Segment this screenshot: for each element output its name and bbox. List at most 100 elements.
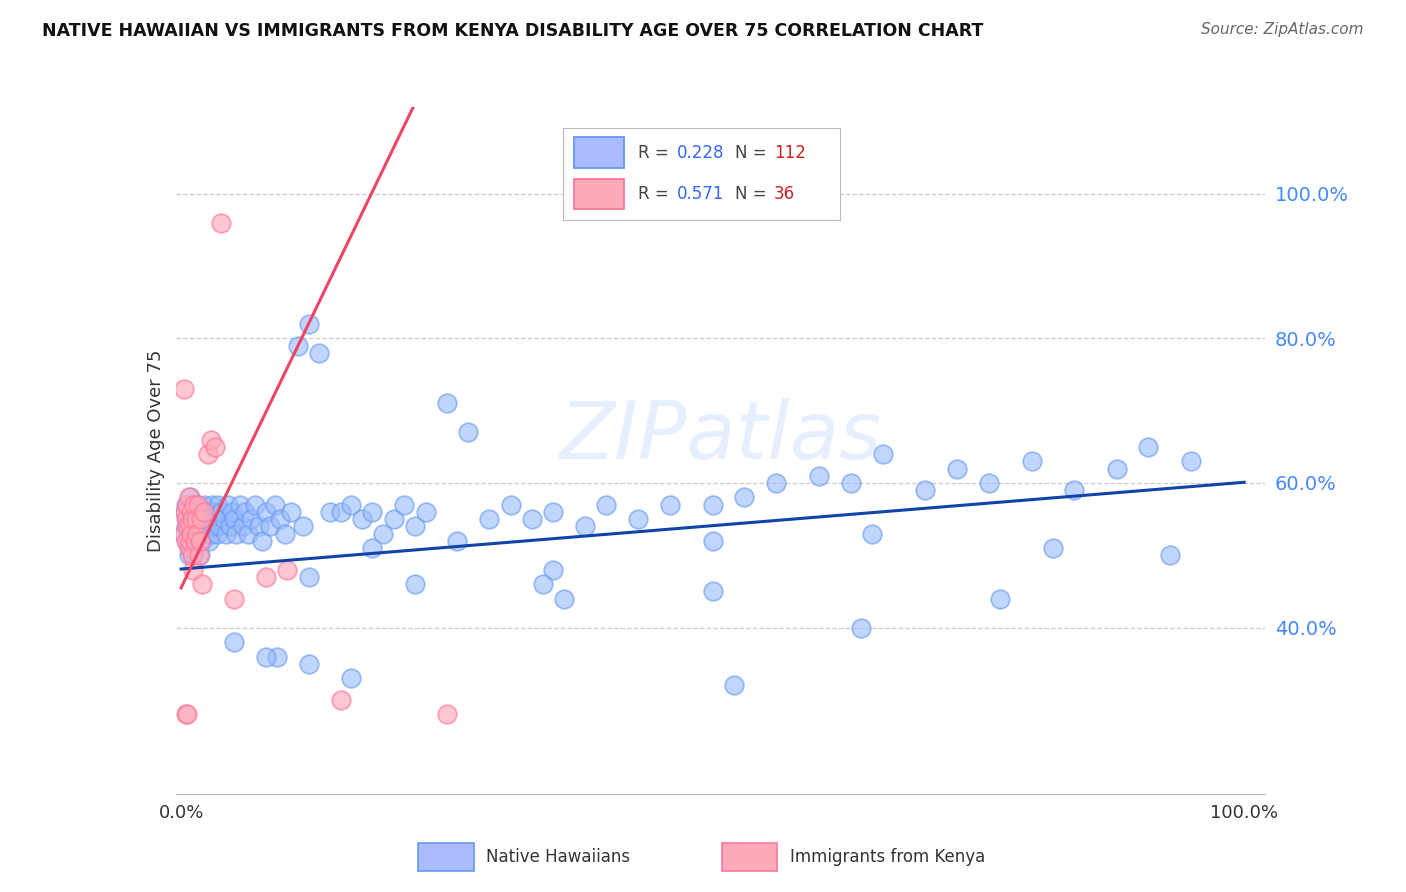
Point: [201, 519, 224, 533]
Point: [176, 707, 198, 722]
Point: [197, 533, 219, 548]
Point: [298, 570, 321, 584]
Point: [250, 533, 273, 548]
Point: [287, 338, 309, 352]
Point: [946, 461, 969, 475]
Point: [340, 671, 363, 685]
Point: [208, 519, 231, 533]
Point: [176, 533, 198, 548]
Text: N =: N =: [735, 186, 772, 203]
Point: [263, 498, 285, 512]
Point: [187, 498, 209, 512]
Point: [179, 533, 201, 548]
Point: [191, 533, 214, 548]
Point: [181, 549, 204, 563]
Point: [188, 549, 211, 563]
Point: [274, 526, 297, 541]
Point: [723, 678, 745, 692]
Point: [977, 475, 1000, 490]
Point: [176, 512, 198, 526]
FancyBboxPatch shape: [574, 178, 624, 210]
Point: [180, 533, 202, 548]
Point: [436, 707, 458, 722]
Point: [329, 505, 352, 519]
Point: [541, 563, 564, 577]
Point: [188, 533, 211, 548]
Point: [247, 519, 270, 533]
Point: [176, 519, 198, 533]
Point: [215, 526, 238, 541]
Point: [176, 533, 198, 548]
Point: [180, 512, 202, 526]
Point: [211, 216, 233, 230]
Point: [186, 533, 208, 548]
Point: [1105, 461, 1128, 475]
Point: [350, 512, 373, 526]
Point: [404, 577, 426, 591]
Point: [765, 475, 787, 490]
Point: [394, 498, 416, 512]
Point: [574, 519, 596, 533]
Point: [531, 577, 554, 591]
Point: [180, 498, 202, 512]
Point: [197, 505, 219, 519]
Point: [595, 498, 617, 512]
Point: [1063, 483, 1085, 498]
Point: [194, 526, 217, 541]
Point: [177, 549, 200, 563]
Text: 112: 112: [773, 144, 806, 161]
Point: [553, 591, 575, 606]
Point: [176, 512, 198, 526]
Point: [202, 505, 225, 519]
Point: [187, 512, 209, 526]
Point: [702, 498, 724, 512]
Point: [211, 505, 233, 519]
Point: [180, 505, 202, 519]
Point: [177, 541, 200, 555]
Point: [197, 447, 219, 461]
Point: [205, 512, 228, 526]
Point: [200, 433, 222, 447]
Point: [186, 526, 208, 541]
Point: [280, 505, 302, 519]
Point: [478, 512, 501, 526]
Point: [173, 382, 195, 396]
Point: [190, 512, 212, 526]
Point: [292, 519, 315, 533]
Point: [404, 519, 426, 533]
Point: [184, 541, 207, 555]
Text: Immigrants from Kenya: Immigrants from Kenya: [790, 848, 984, 866]
Point: [184, 512, 207, 526]
Text: Source: ZipAtlas.com: Source: ZipAtlas.com: [1201, 22, 1364, 37]
Text: NATIVE HAWAIIAN VS IMMIGRANTS FROM KENYA DISABILITY AGE OVER 75 CORRELATION CHAR: NATIVE HAWAIIAN VS IMMIGRANTS FROM KENYA…: [42, 22, 984, 40]
Point: [225, 526, 247, 541]
Point: [200, 526, 222, 541]
Point: [207, 498, 229, 512]
Point: [734, 491, 756, 505]
Point: [851, 621, 873, 635]
Point: [224, 635, 246, 649]
Point: [205, 526, 228, 541]
Point: [269, 512, 291, 526]
Point: [436, 396, 458, 410]
Text: R =: R =: [637, 186, 673, 203]
Point: [188, 526, 211, 541]
Point: [174, 505, 197, 519]
Point: [499, 498, 522, 512]
Point: [180, 526, 202, 541]
Point: [204, 440, 226, 454]
Point: [254, 570, 277, 584]
Point: [176, 498, 198, 512]
Point: [221, 505, 243, 519]
Point: [308, 346, 330, 360]
Point: [245, 498, 267, 512]
Point: [219, 519, 242, 533]
Point: [259, 519, 281, 533]
Point: [217, 498, 239, 512]
Text: 0.571: 0.571: [676, 186, 724, 203]
Point: [329, 693, 352, 707]
Point: [193, 505, 215, 519]
Point: [988, 591, 1011, 606]
Point: [176, 498, 198, 512]
Point: [382, 512, 405, 526]
